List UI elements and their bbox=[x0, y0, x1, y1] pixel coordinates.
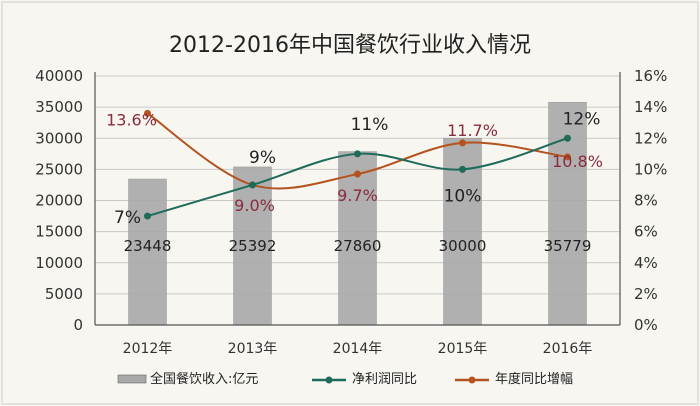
growth-value-label: 13.6% bbox=[106, 110, 157, 129]
profit-point bbox=[354, 150, 361, 158]
legend-marker-growth bbox=[468, 376, 476, 384]
bar-value-label: 23448 bbox=[124, 237, 172, 255]
y-left-tick-label: 10000 bbox=[35, 254, 83, 272]
axis-layer: 0 5000 10000 15000 20000 25000 30000 35000 40000… bbox=[35, 67, 667, 357]
growth-value-label: 10.8% bbox=[552, 152, 603, 171]
y-left-tick-label: 0 bbox=[73, 316, 83, 334]
legend-swatch-revenue bbox=[117, 374, 147, 384]
profit-value-label: 7% bbox=[114, 208, 141, 228]
label-layer: 23448 25392 27860 30000 35779 7% 9% 11% 10% 12% 13… bbox=[106, 109, 603, 255]
bar-layer bbox=[128, 101, 587, 326]
y-left-tick-label: 30000 bbox=[35, 129, 83, 147]
x-tick-label: 2012年 bbox=[123, 341, 173, 357]
legend-marker-profit bbox=[325, 376, 333, 384]
profit-value-label: 9% bbox=[249, 148, 276, 168]
profit-point bbox=[249, 181, 256, 189]
growth-point bbox=[354, 170, 361, 178]
x-tick-label: 2014年 bbox=[333, 341, 383, 357]
profit-value-label: 12% bbox=[563, 109, 601, 129]
y-right-tick-label: 2% bbox=[634, 285, 658, 303]
growth-value-label: 11.7% bbox=[447, 121, 498, 140]
y-left-tick-label: 5000 bbox=[45, 285, 83, 303]
growth-point bbox=[459, 139, 466, 147]
growth-point bbox=[144, 109, 151, 117]
bar-value-label: 25392 bbox=[229, 237, 277, 255]
profit-point bbox=[144, 212, 151, 220]
y-right-tick-label: 8% bbox=[634, 192, 658, 210]
y-right-tick-label: 12% bbox=[634, 129, 667, 147]
chart-title: 2012-2016年中国餐饮行业收入情况 bbox=[169, 33, 531, 58]
growth-value-label: 9.7% bbox=[337, 186, 378, 205]
legend-label-growth: 年度同比增幅 bbox=[495, 371, 573, 387]
growth-point bbox=[564, 153, 571, 161]
bar-value-label: 35779 bbox=[544, 237, 592, 255]
y-left-tick-label: 40000 bbox=[35, 67, 83, 85]
y-right-tick-label: 14% bbox=[634, 98, 667, 116]
y-right-tick-label: 6% bbox=[634, 223, 658, 241]
profit-value-label: 10% bbox=[444, 186, 482, 206]
bar-value-label: 27860 bbox=[334, 237, 382, 255]
line-layer bbox=[144, 109, 571, 220]
bar-value-label: 30000 bbox=[439, 237, 487, 255]
y-right-tick-label: 0% bbox=[634, 316, 658, 334]
legend-label-revenue: 全国餐饮收入:亿元 bbox=[150, 371, 258, 387]
y-left-tick-label: 25000 bbox=[35, 160, 83, 178]
x-tick-label: 2016年 bbox=[543, 341, 593, 357]
y-right-tick-label: 16% bbox=[634, 67, 667, 85]
x-tick-label: 2013年 bbox=[228, 341, 278, 357]
y-right-tick-label: 10% bbox=[634, 160, 667, 178]
legend: 全国餐饮收入:亿元 净利润同比 年度同比增幅 bbox=[117, 371, 573, 387]
y-right-tick-label: 4% bbox=[634, 254, 658, 272]
x-tick-label: 2015年 bbox=[438, 341, 488, 357]
legend-label-profit: 净利润同比 bbox=[352, 372, 417, 387]
profit-point bbox=[459, 165, 466, 173]
y-left-tick-label: 35000 bbox=[35, 98, 83, 116]
y-left-tick-label: 20000 bbox=[35, 192, 83, 210]
growth-value-label: 9.0% bbox=[234, 196, 275, 215]
y-left-tick-label: 15000 bbox=[35, 223, 83, 241]
profit-point bbox=[564, 134, 571, 142]
profit-value-label: 11% bbox=[351, 115, 389, 135]
